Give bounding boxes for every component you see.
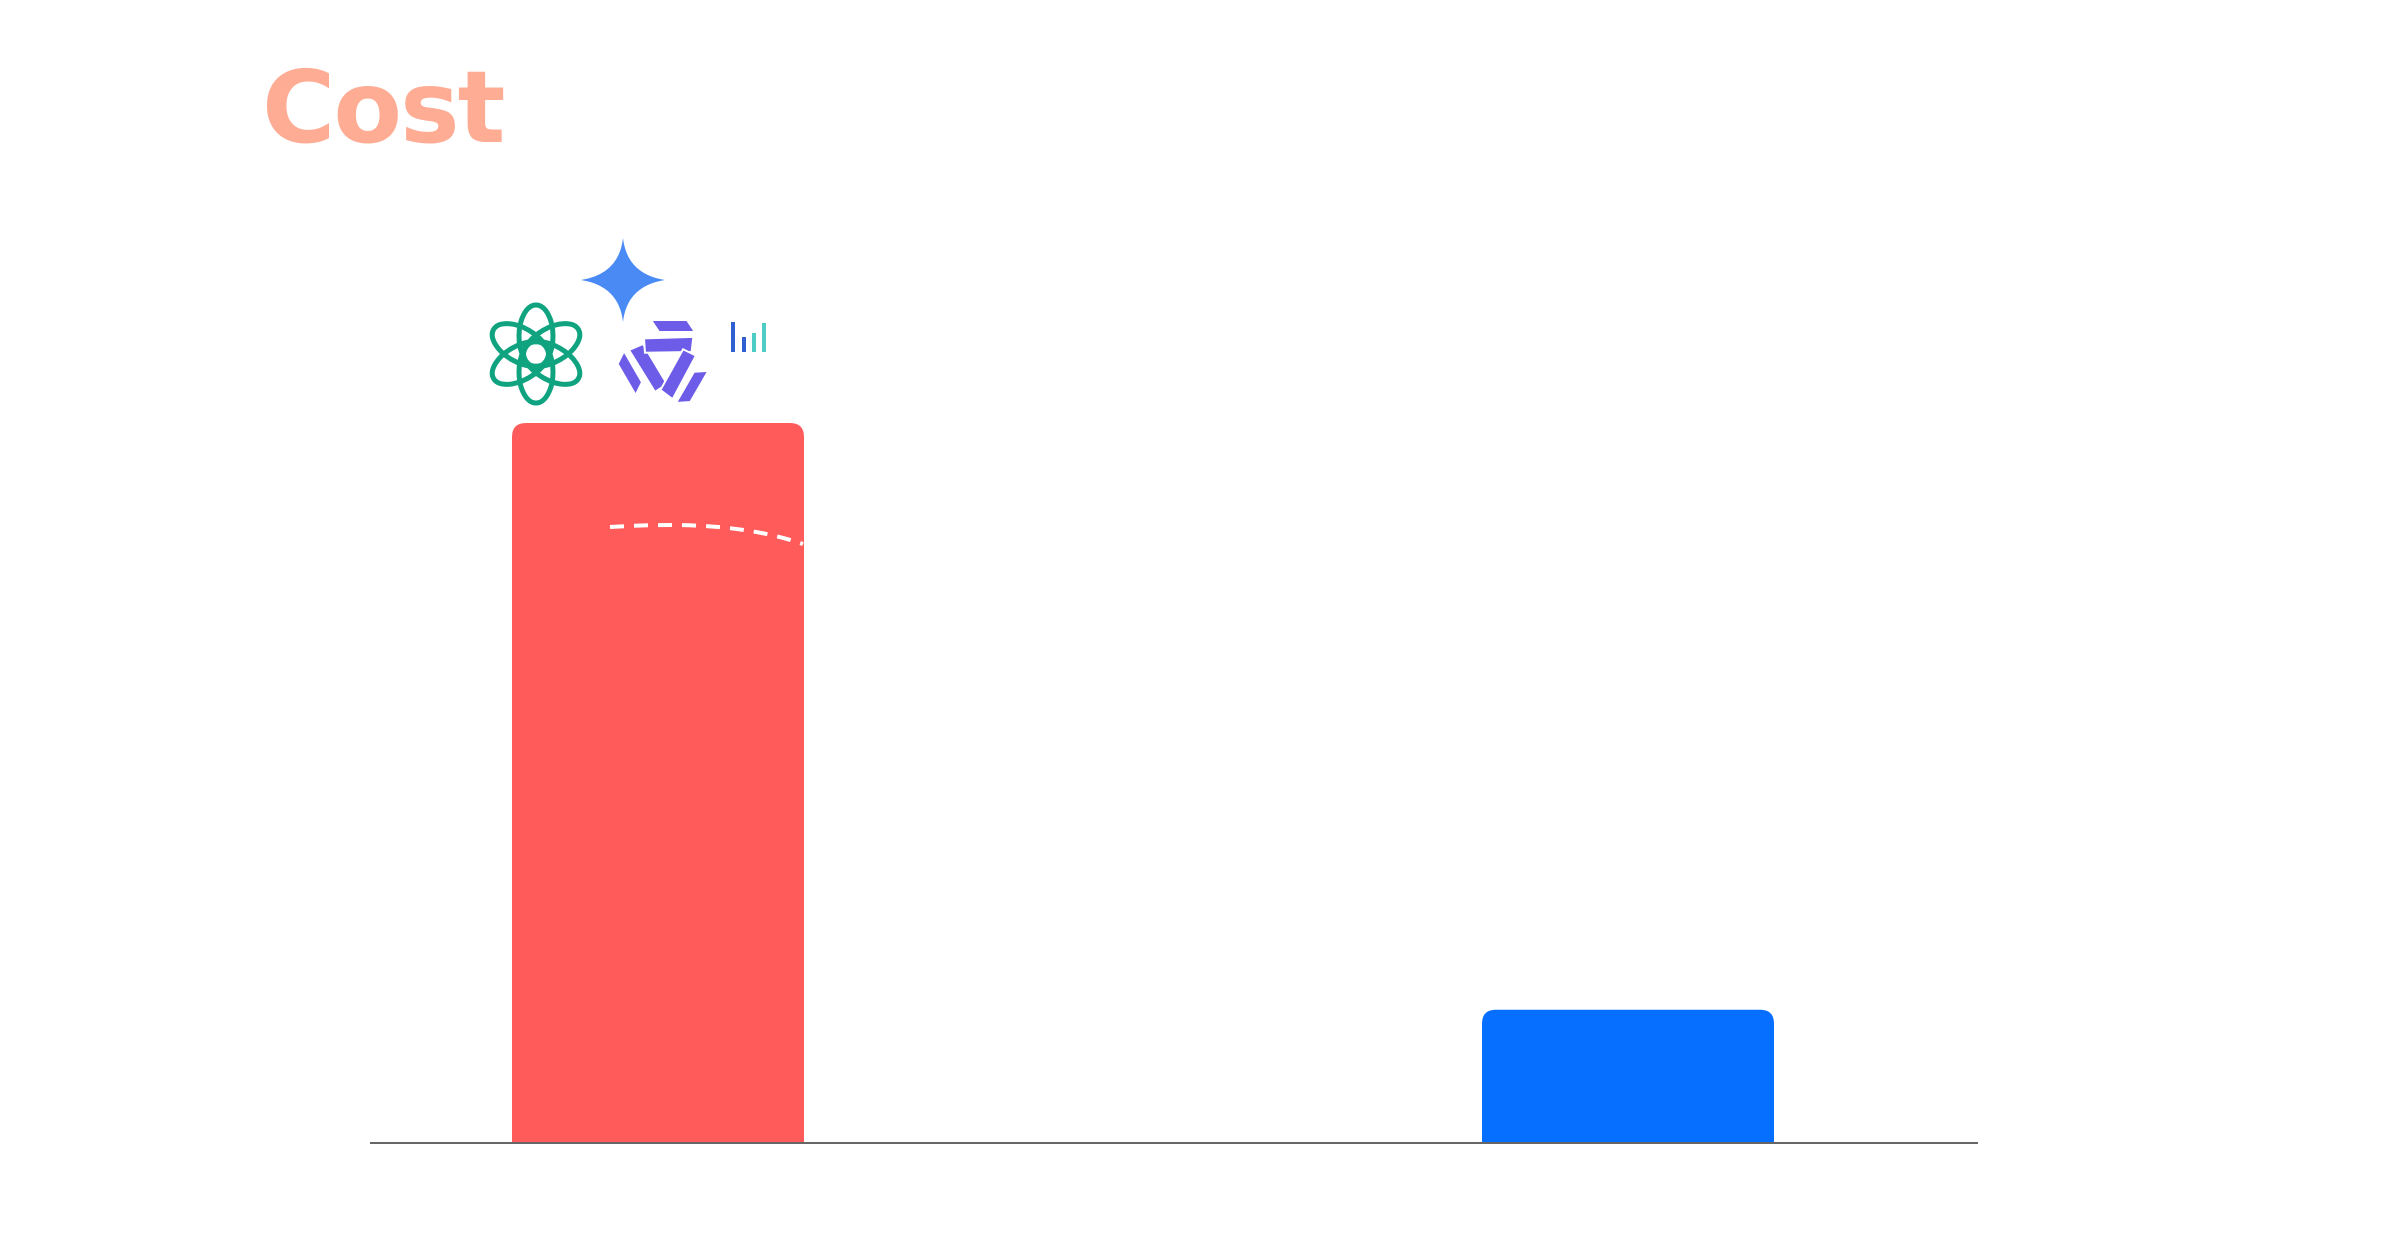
- bar-logos: [489, 238, 766, 406]
- chart-title: Cost: [262, 49, 505, 166]
- dashed-trend-line: [609, 523, 804, 546]
- gemini-sparkle-icon: [581, 238, 665, 322]
- bar-signal-logo-icon: [731, 322, 766, 352]
- openai-logo-icon: [489, 302, 583, 406]
- bars-layer: [512, 423, 1774, 1143]
- bar-1: [512, 423, 804, 1143]
- bar-2: [1482, 1009, 1774, 1143]
- model-weave-logo-icon: [616, 319, 711, 405]
